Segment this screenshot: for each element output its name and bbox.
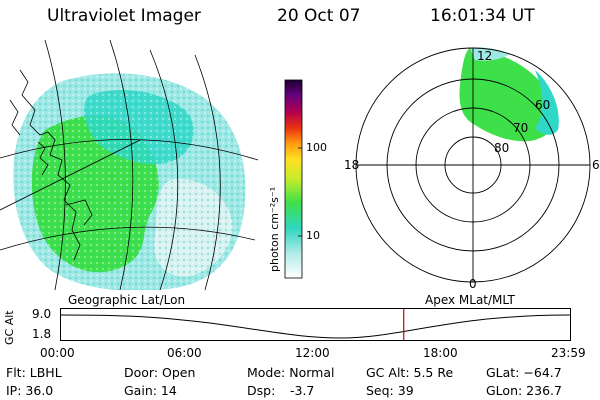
time-label: 16:01:34 UT — [430, 6, 535, 26]
polar-plot: 12 18 6 0 60 70 80 — [344, 47, 600, 291]
x-tick-1: 06:00 — [167, 346, 202, 360]
x-tick-4: 23:59 — [551, 346, 586, 360]
gc-alt-axis-label: GC Alt — [3, 310, 16, 345]
colorbar: photon cm⁻²s⁻¹ — [268, 79, 303, 279]
glon-label: GLon: 236.7 — [486, 383, 562, 398]
gain-label: Gain: 14 — [124, 383, 177, 398]
date-label: 20 Oct 07 — [277, 6, 361, 26]
x-tick-3: 18:00 — [423, 346, 458, 360]
gc-alt-label: GC Alt: 5.5 Re — [366, 365, 454, 380]
mlt-label-12: 12 — [477, 49, 492, 63]
altitude-strip-plot — [60, 308, 571, 341]
dsp-label: Dsp: — [247, 383, 276, 398]
glat-label: GLat: −64.7 — [486, 365, 562, 380]
geographic-image-panel — [0, 40, 259, 290]
lat-lon-grid — [0, 40, 259, 290]
uv-image-blob — [13, 73, 246, 290]
altitude-curve — [60, 314, 571, 339]
colorbar-tick-10: 10 — [306, 229, 320, 242]
door-label: Door: Open — [124, 365, 196, 380]
y-axis-top: 9.0 — [32, 307, 52, 321]
mlt-label-18: 18 — [344, 158, 359, 172]
mlt-label-0: 0 — [469, 277, 477, 291]
mlat-label-70: 70 — [513, 121, 528, 135]
mlt-label-6: 6 — [592, 158, 600, 172]
polar-auroral-oval — [459, 47, 559, 142]
coastline — [9, 69, 93, 261]
x-tick-0: 00:00 — [40, 346, 75, 360]
mlat-label-60: 60 — [535, 98, 550, 112]
colorbar-tick-100: 100 — [306, 141, 327, 154]
x-tick-2: 12:00 — [295, 346, 330, 360]
colorbar-unit-label: photon cm⁻²s⁻¹ — [268, 187, 281, 272]
colorbar-gradient — [284, 79, 303, 279]
apex-mlat-mlt-title: Apex MLat/MLT — [425, 293, 515, 307]
flt-label: Flt: LBHL — [6, 365, 62, 380]
mlat-label-80: 80 — [494, 141, 509, 155]
ip-label: IP: 36.0 — [6, 383, 54, 398]
y-axis-bottom: 1.8 — [32, 327, 52, 341]
seq-label: Seq: 39 — [366, 383, 414, 398]
mode-label: Mode: Normal — [247, 365, 335, 380]
dsp-value: -3.7 — [290, 383, 315, 398]
instrument-title: Ultraviolet Imager — [47, 6, 201, 26]
geographic-latlon-title: Geographic Lat/Lon — [68, 293, 186, 307]
polar-grid — [355, 47, 591, 283]
